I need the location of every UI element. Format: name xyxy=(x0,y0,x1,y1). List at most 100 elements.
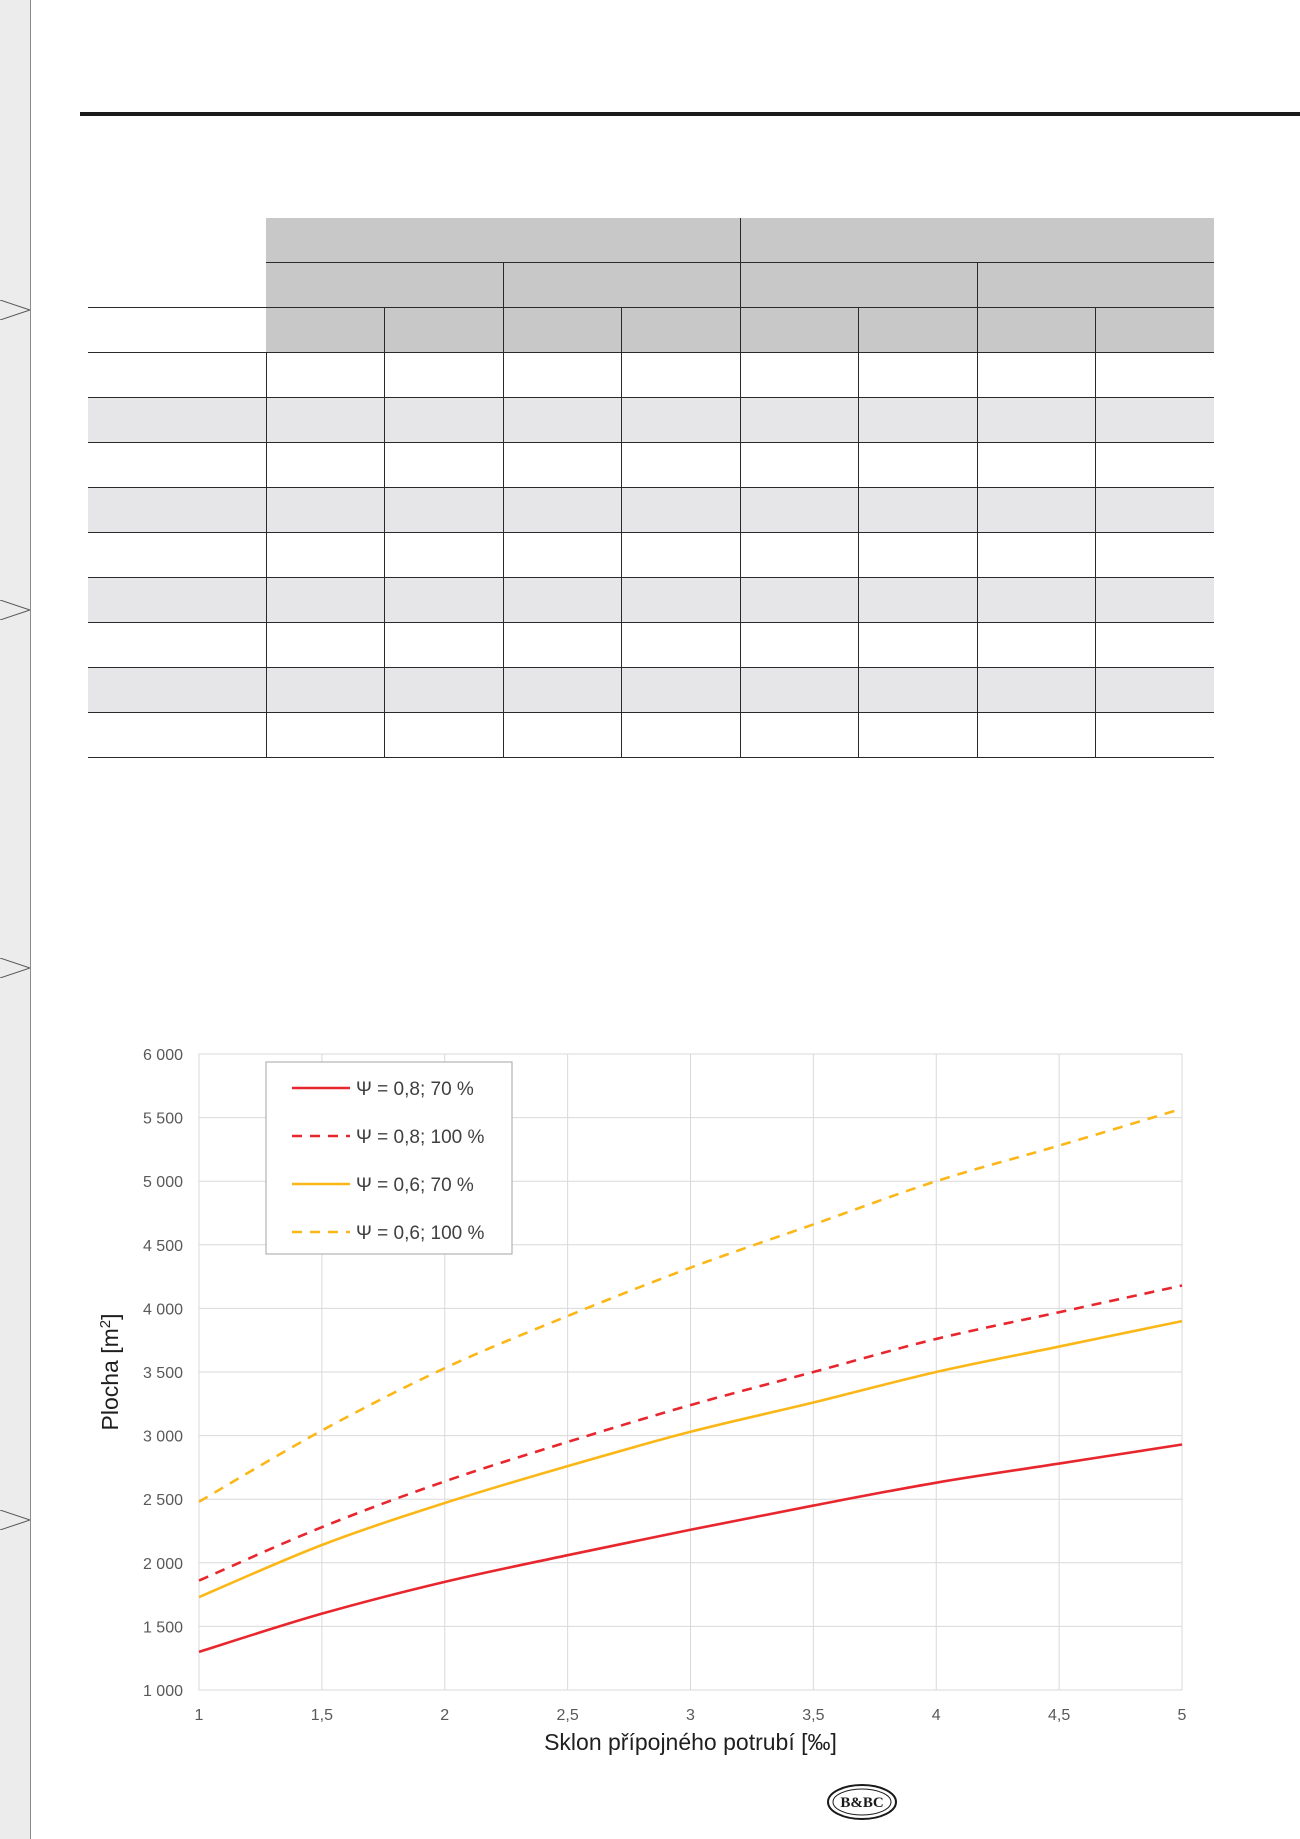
table-cell xyxy=(976,397,1096,443)
series-line-4 xyxy=(198,1107,1183,1503)
table-cell xyxy=(265,397,385,443)
legend-label-1: Ψ = 0,8; 70 % xyxy=(356,1079,474,1100)
table-cell xyxy=(1095,397,1214,443)
table-cell xyxy=(265,577,385,623)
table-cell xyxy=(976,712,1096,758)
table-cell xyxy=(1095,712,1214,758)
header-rule xyxy=(80,112,1300,116)
table-cell xyxy=(621,577,740,623)
table-row xyxy=(88,712,1214,758)
side-notch xyxy=(0,1510,30,1530)
table-row xyxy=(88,577,1214,623)
table-cell xyxy=(621,487,740,533)
y-tick-label: 6 000 xyxy=(143,1047,183,1064)
table-row xyxy=(88,622,1214,668)
table-cell xyxy=(265,487,385,533)
x-tick-label: 1 xyxy=(195,1707,204,1724)
table-header-row-2 xyxy=(88,262,1214,308)
table-cell xyxy=(265,667,385,713)
table-cell xyxy=(384,487,503,533)
table-cell xyxy=(265,622,385,668)
y-axis-label: Plocha [m2] xyxy=(97,1314,124,1431)
table-cell xyxy=(502,352,622,398)
table-cell xyxy=(88,533,266,578)
x-tick-label: 2,5 xyxy=(557,1707,579,1724)
table-column-header xyxy=(858,307,978,353)
table-cell xyxy=(976,577,1096,623)
table-cell xyxy=(858,577,977,623)
side-notch xyxy=(0,600,30,620)
x-tick-label: 3 xyxy=(686,1707,695,1724)
table-cell xyxy=(858,442,977,488)
table-cell xyxy=(1095,532,1214,578)
table-cell xyxy=(621,397,740,443)
legend-label-4: Ψ = 0,6; 100 % xyxy=(356,1223,484,1244)
y-tick-label: 3 000 xyxy=(143,1429,183,1446)
series-line-3 xyxy=(198,1319,1183,1599)
table-cell xyxy=(384,442,503,488)
side-notch xyxy=(0,300,30,320)
table-cell xyxy=(858,622,977,668)
table-cell xyxy=(1095,442,1214,488)
table-cell xyxy=(739,487,859,533)
table-cell xyxy=(1095,487,1214,533)
table-cell xyxy=(384,577,503,623)
table-cell xyxy=(621,712,740,758)
table-cell xyxy=(858,487,977,533)
side-notch xyxy=(0,958,30,978)
table-cell xyxy=(1095,667,1214,713)
table-subgroup-header xyxy=(740,262,978,308)
table-corner-cell xyxy=(88,307,266,353)
table-cell xyxy=(858,712,977,758)
svg-text:B&BC: B&BC xyxy=(840,1795,883,1811)
table-column-header xyxy=(621,307,741,353)
table-cell xyxy=(621,532,740,578)
table-row xyxy=(88,352,1214,398)
table-header-row-3 xyxy=(88,307,1214,353)
table-cell xyxy=(384,352,503,398)
table-row xyxy=(88,667,1214,713)
x-tick-label: 2 xyxy=(440,1707,449,1724)
table-cell xyxy=(976,487,1096,533)
y-tick-label: 5 500 xyxy=(143,1111,183,1128)
table-cell xyxy=(502,667,622,713)
table-cell xyxy=(858,667,977,713)
table-cell xyxy=(384,667,503,713)
table-cell xyxy=(858,532,977,578)
table-cell xyxy=(1095,622,1214,668)
y-tick-label: 2 000 xyxy=(143,1556,183,1573)
table-column-header xyxy=(503,307,622,353)
x-tick-label: 1,5 xyxy=(311,1707,333,1724)
y-tick-label: 1 000 xyxy=(143,1683,183,1700)
legend-label-3: Ψ = 0,6; 70 % xyxy=(356,1175,474,1196)
table-cell xyxy=(976,532,1096,578)
table-cell xyxy=(88,667,266,713)
table-column-header xyxy=(384,307,504,353)
table-cell xyxy=(88,397,266,443)
table-cell xyxy=(858,352,977,398)
table-cell xyxy=(502,532,622,578)
table-cell xyxy=(384,712,503,758)
table-cell xyxy=(1095,352,1214,398)
table-column-header xyxy=(977,307,1096,353)
y-tick-label: 4 500 xyxy=(143,1238,183,1255)
table-cell xyxy=(739,397,859,443)
table-cell xyxy=(265,532,385,578)
table-cell xyxy=(739,352,859,398)
table-subgroup-header xyxy=(503,262,741,308)
table-cell xyxy=(621,622,740,668)
table-cell xyxy=(384,532,503,578)
table-cell xyxy=(976,352,1096,398)
table-cell xyxy=(502,712,622,758)
table-cell xyxy=(502,442,622,488)
table-cell xyxy=(88,443,266,488)
table-group-header xyxy=(266,218,741,263)
y-tick-label: 4 000 xyxy=(143,1301,183,1318)
table-subgroup-header xyxy=(977,262,1214,308)
table-corner-cell xyxy=(88,218,266,263)
table-cell xyxy=(739,532,859,578)
x-tick-label: 5 xyxy=(1178,1707,1187,1724)
table-cell xyxy=(621,352,740,398)
table-cell xyxy=(502,622,622,668)
table-row xyxy=(88,442,1214,488)
